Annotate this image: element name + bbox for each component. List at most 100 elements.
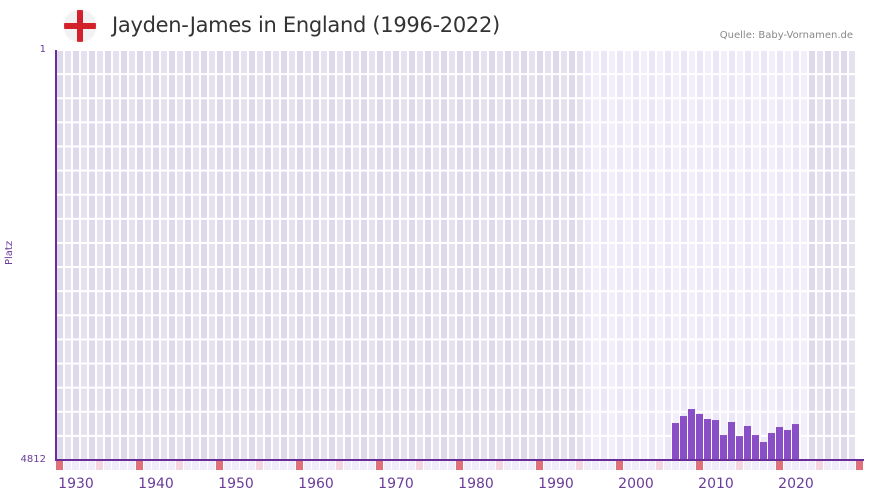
year-marker — [192, 461, 199, 470]
year-marker — [792, 461, 799, 470]
year-marker — [736, 461, 743, 470]
bar-2018 — [776, 427, 783, 460]
year-marker — [480, 461, 487, 470]
year-marker — [224, 461, 231, 470]
bar-2013 — [736, 436, 743, 460]
year-marker — [216, 461, 223, 470]
year-marker — [64, 461, 71, 470]
year-marker — [376, 461, 383, 470]
year-marker — [240, 461, 247, 470]
year-marker — [328, 461, 335, 470]
year-marker — [288, 461, 295, 470]
x-tick-2010: 2010 — [698, 476, 734, 492]
bar-2016 — [760, 442, 767, 460]
year-marker — [560, 461, 567, 470]
year-marker — [448, 461, 455, 470]
year-marker — [312, 461, 319, 470]
x-tick-2000: 2000 — [618, 476, 654, 492]
year-marker — [616, 461, 623, 470]
year-marker — [112, 461, 119, 470]
year-marker — [608, 461, 615, 470]
year-marker — [440, 461, 447, 470]
year-marker — [640, 461, 647, 470]
year-marker — [576, 461, 583, 470]
year-marker — [776, 461, 783, 470]
bar-2015 — [752, 435, 759, 460]
year-marker — [248, 461, 255, 470]
year-marker — [336, 461, 343, 470]
y-tick-bottom: 4812 — [20, 454, 46, 465]
year-marker — [552, 461, 559, 470]
year-marker — [160, 461, 167, 470]
year-marker — [272, 461, 279, 470]
year-marker — [856, 461, 863, 470]
bar-2020 — [792, 424, 799, 460]
year-marker — [728, 461, 735, 470]
year-marker — [80, 461, 87, 470]
x-axis-line — [55, 459, 864, 461]
year-marker — [664, 461, 671, 470]
year-marker — [280, 461, 287, 470]
year-marker — [176, 461, 183, 470]
year-marker — [672, 461, 679, 470]
year-marker — [168, 461, 175, 470]
year-marker — [104, 461, 111, 470]
year-marker — [584, 461, 591, 470]
year-marker — [768, 461, 775, 470]
year-marker — [632, 461, 639, 470]
chart-title: Jayden-James in England (1996-2022) — [112, 13, 500, 37]
year-marker — [96, 461, 103, 470]
source-label: Quelle: Baby-Vornamen.de — [719, 30, 853, 41]
year-marker — [384, 461, 391, 470]
year-marker — [536, 461, 543, 470]
year-marker — [368, 461, 375, 470]
year-marker — [432, 461, 439, 470]
x-tick-2020: 2020 — [778, 476, 814, 492]
year-marker — [472, 461, 479, 470]
y-tick-top: 1 — [39, 44, 46, 55]
y-axis-line — [55, 50, 57, 461]
bar-2010 — [712, 420, 719, 460]
england-flag-icon — [64, 10, 96, 42]
year-marker — [800, 461, 807, 470]
year-marker — [408, 461, 415, 470]
year-marker — [128, 461, 135, 470]
year-marker — [200, 461, 207, 470]
year-marker — [824, 461, 831, 470]
year-marker — [784, 461, 791, 470]
year-marker — [600, 461, 607, 470]
year-marker — [816, 461, 823, 470]
bar-2019 — [784, 430, 791, 460]
year-marker — [496, 461, 503, 470]
year-marker — [352, 461, 359, 470]
year-marker — [400, 461, 407, 470]
year-marker — [456, 461, 463, 470]
year-marker — [808, 461, 815, 470]
bar-2017 — [768, 432, 775, 460]
year-marker — [520, 461, 527, 470]
year-marker — [720, 461, 727, 470]
year-marker — [320, 461, 327, 470]
year-marker — [696, 461, 703, 470]
year-marker — [680, 461, 687, 470]
year-marker — [648, 461, 655, 470]
year-marker — [152, 461, 159, 470]
plot-area — [57, 51, 855, 460]
bar-2009 — [704, 419, 711, 460]
year-marker — [88, 461, 95, 470]
year-marker — [136, 461, 143, 470]
year-marker — [464, 461, 471, 470]
year-marker — [184, 461, 191, 470]
year-marker — [424, 461, 431, 470]
year-marker — [144, 461, 151, 470]
year-marker — [848, 461, 855, 470]
year-marker — [544, 461, 551, 470]
bar-2007 — [688, 409, 695, 460]
year-marker — [624, 461, 631, 470]
bar-2014 — [744, 425, 751, 460]
year-marker — [512, 461, 519, 470]
year-marker — [392, 461, 399, 470]
x-tick-1990: 1990 — [538, 476, 574, 492]
year-marker — [296, 461, 303, 470]
year-marker — [528, 461, 535, 470]
